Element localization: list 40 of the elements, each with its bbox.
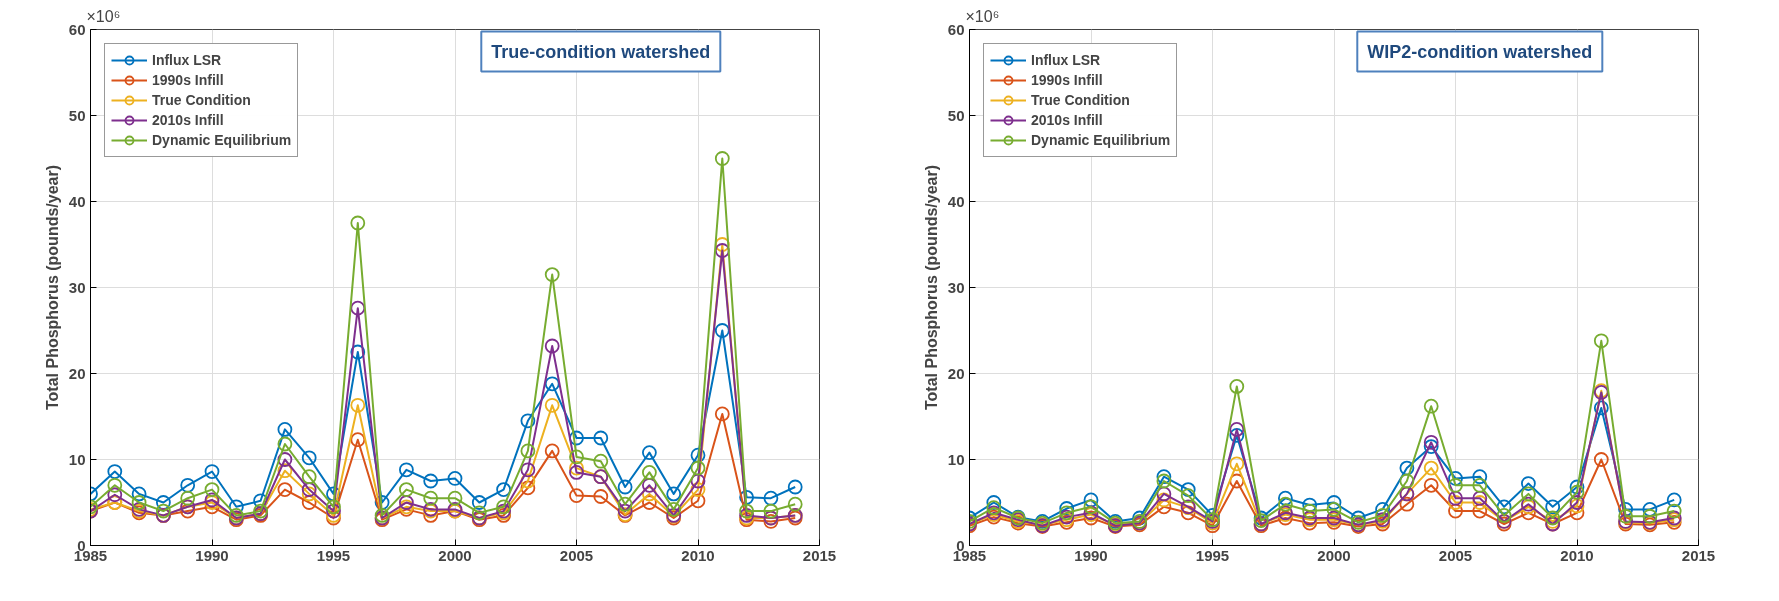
x-tick-label: 2015	[1681, 546, 1716, 564]
text: ×10⁶	[86, 7, 121, 25]
legend-label: Dynamic Equilibrium	[152, 132, 292, 148]
x-tick-label: 1990	[1074, 546, 1108, 564]
y-axis-title: Total Phosphorus (pounds/year)	[43, 164, 61, 411]
x-tick-label: 1995	[1195, 546, 1230, 564]
y-tick-label: 10	[947, 450, 965, 468]
x-tick-label: 2000	[438, 546, 472, 564]
legend-label: 2010s Infill	[152, 112, 224, 128]
y-tick-label: 50	[947, 106, 965, 124]
x-tick-label: 2000	[1317, 546, 1351, 564]
text: WIP2-condition watershed	[1367, 41, 1593, 62]
legend-label: Influx LSR	[152, 52, 222, 68]
y-tick-label: 20	[947, 364, 965, 382]
y-axis-title: Total Phosphorus (pounds/year)	[922, 164, 940, 411]
x-tick-label: 2015	[802, 546, 837, 564]
y-tick-label: 30	[68, 278, 86, 296]
legend-label: 1990s Infill	[1031, 72, 1103, 88]
legend-label: True Condition	[152, 92, 251, 108]
legend-label: True Condition	[1031, 92, 1130, 108]
y-tick-label: 20	[68, 364, 86, 382]
x-tick-label: 2005	[559, 546, 594, 564]
x-tick-label: 1990	[195, 546, 229, 564]
y-tick-label: 40	[947, 192, 965, 210]
y-tick-label: 10	[68, 450, 86, 468]
text: True-condition watershed	[491, 41, 711, 62]
x-tick-label: 2010	[1560, 546, 1594, 564]
text: ×10⁶	[965, 7, 1000, 25]
x-tick-label: 2005	[1438, 546, 1473, 564]
y-tick-label: 60	[68, 20, 86, 38]
x-tick-label: 1995	[316, 546, 351, 564]
legend-label: 1990s Infill	[152, 72, 224, 88]
legend-label: Dynamic Equilibrium	[1031, 132, 1171, 148]
legend-label: 2010s Infill	[1031, 112, 1103, 128]
y-tick-label: 60	[947, 20, 965, 38]
x-tick-label: 2010	[681, 546, 715, 564]
y-tick-label: 40	[68, 192, 86, 210]
legend-label: Influx LSR	[1031, 52, 1101, 68]
y-tick-label: 50	[68, 106, 86, 124]
y-tick-label: 30	[947, 278, 965, 296]
